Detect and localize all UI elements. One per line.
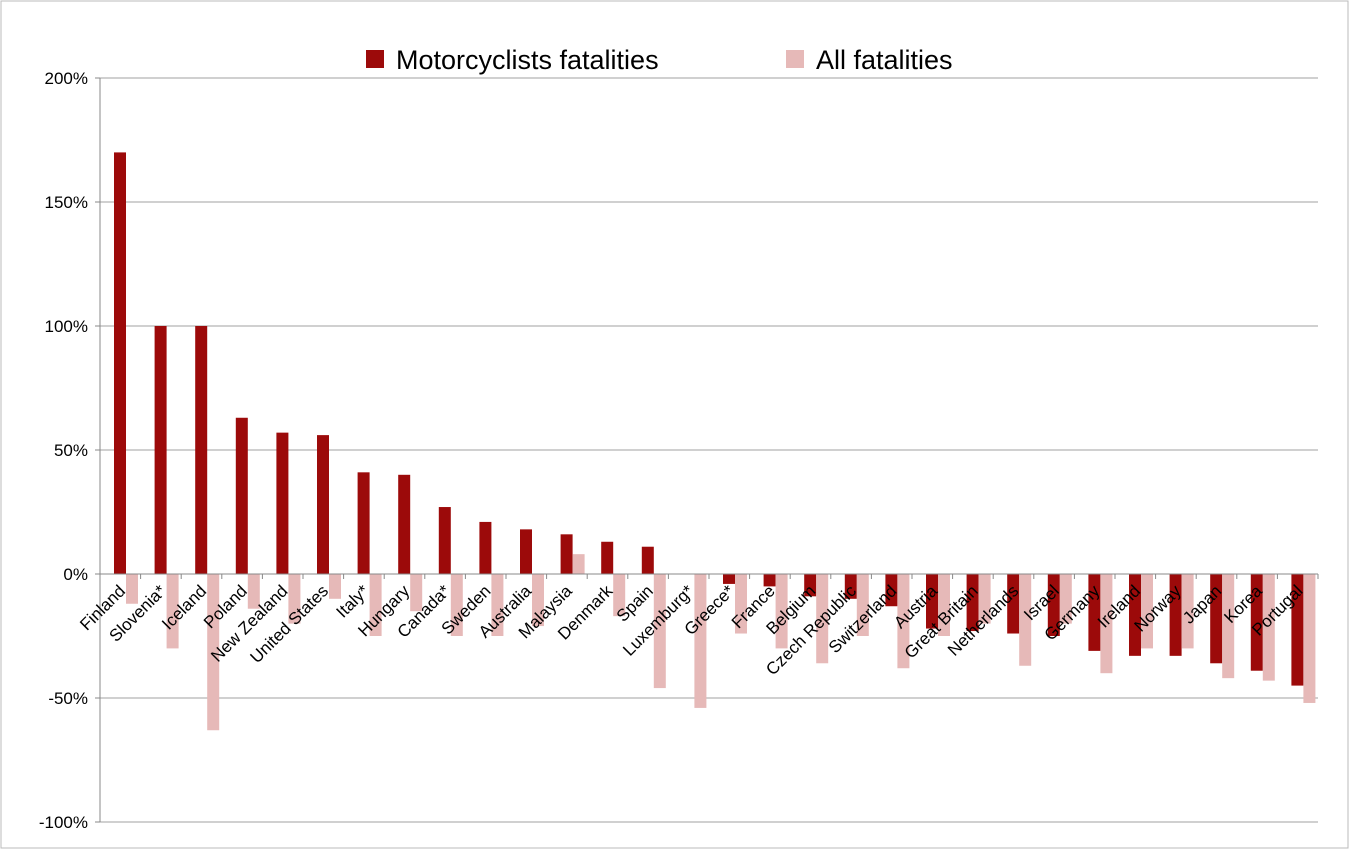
- bar: [653, 574, 666, 689]
- bar: [966, 574, 979, 632]
- bar: [1141, 574, 1153, 649]
- bar: [1088, 574, 1101, 651]
- bar: [491, 574, 504, 636]
- bar: [1047, 574, 1060, 636]
- legend-label: Motorcyclists fatalities: [396, 45, 659, 75]
- y-tick-label: -50%: [48, 689, 88, 708]
- bar: [114, 152, 126, 574]
- bar: [560, 534, 573, 574]
- bar: [1100, 574, 1113, 674]
- y-tick-label: 100%: [45, 317, 88, 336]
- bar: [317, 435, 329, 574]
- legend-label: All fatalities: [816, 45, 953, 75]
- bar: [166, 574, 179, 649]
- bar: [1262, 574, 1275, 681]
- bar: [763, 574, 776, 587]
- y-tick-label: 200%: [45, 69, 88, 88]
- bar: [775, 574, 788, 649]
- bar: [1169, 574, 1182, 656]
- bar: [276, 432, 289, 574]
- bar: [207, 574, 220, 731]
- bar: [329, 574, 341, 599]
- bar: [897, 574, 910, 669]
- bar: [369, 574, 382, 636]
- y-tick-label: 50%: [54, 441, 88, 460]
- bar: [479, 521, 492, 574]
- y-tick-label: 150%: [45, 193, 88, 212]
- y-tick-label: 0%: [63, 565, 88, 584]
- bar: [1222, 574, 1235, 679]
- bar: [235, 417, 248, 574]
- bar: [816, 574, 829, 664]
- bar: [1291, 574, 1304, 686]
- bar: [641, 546, 654, 574]
- bar: [978, 574, 991, 624]
- bar: [450, 574, 463, 636]
- bar: [1007, 574, 1020, 634]
- bar: [723, 574, 735, 584]
- bar: [1019, 574, 1032, 666]
- bar: [520, 529, 532, 574]
- bar: [288, 574, 301, 624]
- bar: [1303, 574, 1316, 703]
- legend-swatch: [786, 50, 804, 68]
- legend-swatch: [366, 50, 384, 68]
- bar: [1129, 574, 1141, 656]
- bar: [613, 574, 626, 617]
- bar: [856, 574, 869, 636]
- bar: [938, 574, 950, 636]
- bar: [844, 574, 857, 599]
- bar: [410, 574, 423, 612]
- bar: [247, 574, 260, 609]
- bar: [735, 574, 747, 634]
- bar: [804, 574, 817, 597]
- bar: [532, 574, 544, 627]
- bar: [126, 574, 138, 604]
- bar: [1181, 574, 1194, 649]
- bar: [438, 507, 451, 574]
- bar: [572, 554, 585, 574]
- bar: [885, 574, 898, 607]
- bar: [357, 472, 370, 574]
- bar: [1250, 574, 1263, 671]
- bar: [1059, 574, 1072, 624]
- bar: [1210, 574, 1223, 664]
- bar: [154, 326, 167, 574]
- bar: [926, 574, 938, 629]
- bar: [601, 541, 614, 574]
- bar: [398, 474, 411, 574]
- bar: [195, 326, 208, 574]
- y-tick-label: -100%: [39, 813, 88, 832]
- bar: [694, 574, 707, 708]
